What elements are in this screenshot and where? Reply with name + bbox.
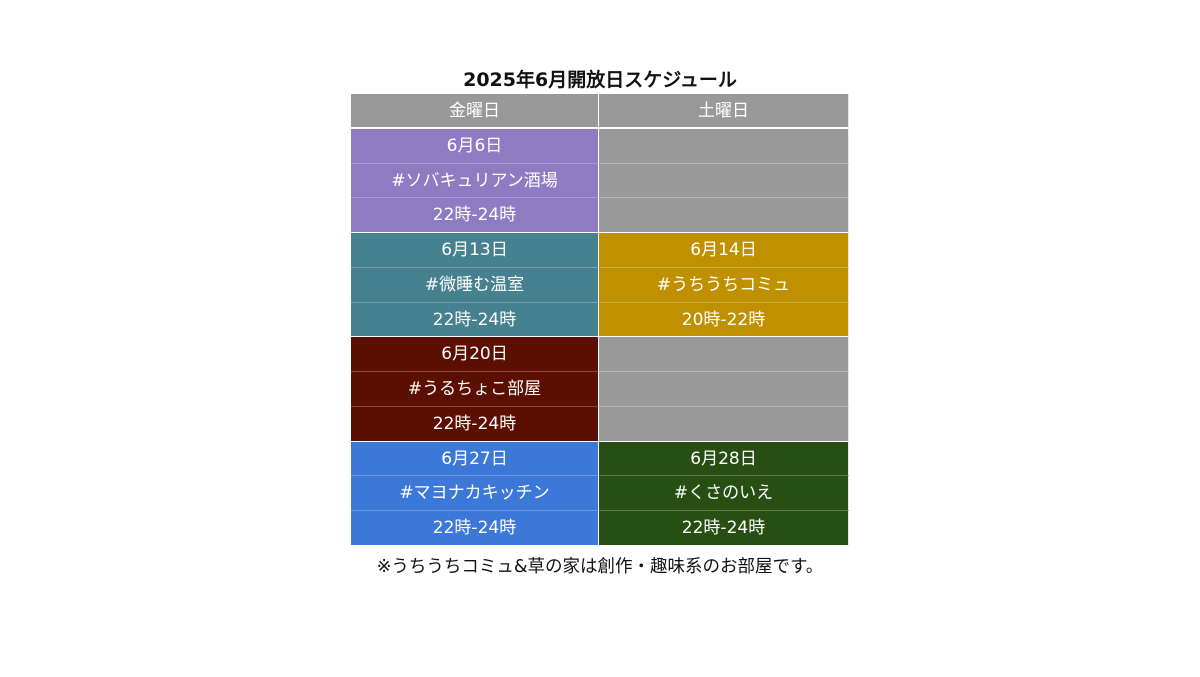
- week3-friday-room: #うるちょこ部屋: [351, 372, 599, 407]
- week3-saturday-empty: [599, 372, 849, 407]
- week4-saturday-time: 22時-24時: [599, 511, 849, 546]
- week2-friday-room: #微睡む温室: [351, 267, 599, 303]
- week2-saturday-room: #うちうちコミュ: [599, 267, 849, 303]
- week1-saturday-empty: [599, 128, 849, 164]
- week2-saturday-time: 20時-22時: [599, 302, 849, 338]
- week4-saturday-date: 6月28日: [599, 441, 849, 477]
- week3-saturday-empty: [599, 337, 849, 372]
- week4-friday-date: 6月27日: [351, 441, 599, 477]
- week1-friday-date: 6月6日: [351, 128, 599, 164]
- week1-friday-time: 22時-24時: [351, 198, 599, 233]
- header-saturday: 土曜日: [599, 94, 849, 129]
- week2-friday-date: 6月13日: [351, 233, 599, 268]
- week4-saturday-room: #くさのいえ: [599, 476, 849, 511]
- week1-saturday-empty: [599, 163, 849, 199]
- week2-friday-time: 22時-24時: [351, 302, 599, 338]
- week3-friday-time: 22時-24時: [351, 406, 599, 442]
- week4-friday-time: 22時-24時: [351, 511, 599, 546]
- schedule-table: 金曜日 土曜日 6月6日 #ソバキュリアン酒場 22時-24時 6月13日 6月…: [351, 94, 849, 546]
- week3-saturday-empty: [599, 406, 849, 442]
- footnote: ※うちうちコミュ&草の家は創作・趣味系のお部屋です。: [376, 557, 824, 577]
- week4-friday-room: #マヨナカキッチン: [351, 476, 599, 511]
- week1-saturday-empty: [599, 198, 849, 233]
- page-title: 2025年6月開放日スケジュール: [463, 69, 737, 91]
- week3-friday-date: 6月20日: [351, 337, 599, 372]
- week1-friday-room: #ソバキュリアン酒場: [351, 163, 599, 199]
- header-friday: 金曜日: [351, 94, 599, 129]
- week2-saturday-date: 6月14日: [599, 233, 849, 268]
